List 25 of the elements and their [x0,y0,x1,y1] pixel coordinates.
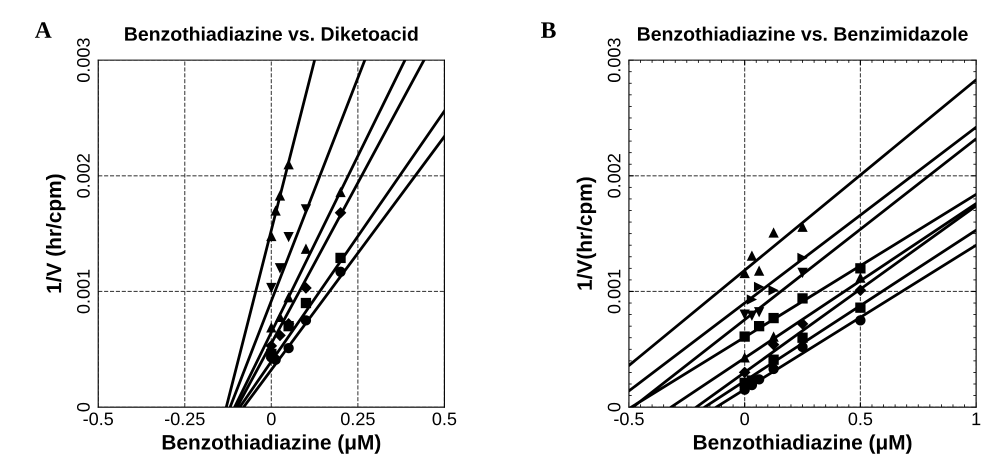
y-axis-title: 1/V(hr/cpm) [576,177,596,290]
text: A [34,22,52,38]
y-axis-title: 1/V (hr/cpm) [46,174,66,293]
y-tick-label: 0.003 [608,38,620,82]
y-tick-label: 0.002 [76,154,90,198]
chart-title: Benzothiadiazine vs. Benzimidazole [638,26,968,41]
x-tick-label: -0.5 [614,412,644,426]
y-tick-label: 0.002 [608,154,620,198]
y-tick-label: 0.001 [76,270,90,314]
x-tick-label: 0 [740,412,749,426]
chart-title: Benzothiadiazine vs. Diketoacid [125,26,418,41]
y-tick-label: 0 [76,402,90,412]
x-tick-label: -0.25 [164,412,205,426]
x-tick-label: -0.5 [83,412,114,426]
x-tick-label: 0.25 [341,412,375,426]
x-axis-title: Benzothiadiazine (μM) [162,434,380,454]
y-tick-label: 0.001 [608,270,620,314]
y-tick-label: 0.003 [76,38,90,82]
x-tick-label: 1 [972,412,980,426]
y-tick-label: 0 [608,402,620,412]
x-tick-label: 0.5 [848,412,872,426]
text: B [541,22,556,38]
x-tick-label: 0 [266,412,276,426]
x-tick-label: 0.5 [432,412,456,426]
x-axis-title: Benzothiadiazine (μM) [694,434,912,454]
